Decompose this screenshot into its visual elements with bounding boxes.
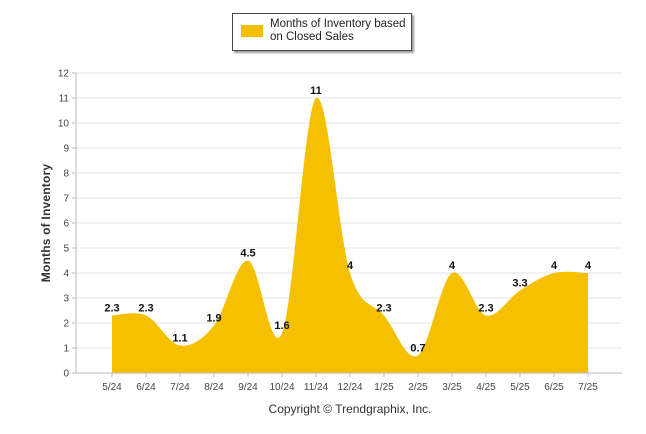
y-tick-label: 9 bbox=[63, 144, 69, 155]
y-tick-label: 8 bbox=[63, 169, 69, 180]
data-label: 2.3 bbox=[478, 303, 493, 315]
x-tick-label: 8/24 bbox=[204, 382, 224, 393]
y-tick-label: 10 bbox=[58, 119, 70, 130]
legend: Months of Inventory based on Closed Sale… bbox=[232, 13, 412, 51]
x-tick-label: 12/24 bbox=[337, 382, 362, 393]
data-area bbox=[112, 97, 588, 373]
y-tick-label: 12 bbox=[58, 69, 70, 80]
y-tick-label: 2 bbox=[63, 319, 69, 330]
x-tick-label: 10/24 bbox=[269, 382, 294, 393]
series-area bbox=[112, 97, 588, 373]
data-label: 4 bbox=[585, 260, 592, 272]
x-tick-label: 1/25 bbox=[374, 382, 394, 393]
data-label: 1.6 bbox=[274, 320, 289, 332]
x-tick-label: 5/24 bbox=[102, 382, 122, 393]
y-tick-label: 7 bbox=[63, 194, 69, 205]
data-label: 4 bbox=[551, 260, 558, 272]
y-tick-label: 6 bbox=[63, 219, 69, 230]
data-label: 3.3 bbox=[512, 278, 527, 290]
legend-swatch bbox=[241, 25, 263, 37]
legend-label: Months of Inventory based on Closed Sale… bbox=[270, 18, 406, 43]
grid-lines bbox=[76, 72, 622, 349]
y-tick-label: 1 bbox=[63, 344, 69, 355]
data-label: 4 bbox=[347, 260, 354, 272]
data-label: 11 bbox=[310, 85, 322, 97]
data-labels: 2.3 2.3 1.1 1.9 4.5 1.6 11 4 2.3 0.7 4 2.3 3.3 4 4 bbox=[104, 85, 592, 355]
x-tick-label: 7/24 bbox=[170, 382, 190, 393]
data-label: 2.3 bbox=[138, 303, 153, 315]
x-tick-label: 2/25 bbox=[408, 382, 428, 393]
x-tick-label: 5/25 bbox=[510, 382, 530, 393]
y-tick-label: 11 bbox=[59, 94, 70, 105]
copyright-footer: Copyright © Trendgraphix, Inc. bbox=[268, 402, 432, 416]
axes bbox=[72, 72, 622, 377]
data-label: 2.3 bbox=[376, 303, 391, 315]
data-label: 0.7 bbox=[410, 343, 425, 355]
x-tick-label: 3/25 bbox=[442, 382, 462, 393]
x-tick-label: 9/24 bbox=[238, 382, 258, 393]
y-tick-label: 0 bbox=[63, 369, 69, 380]
x-tick-label: 6/25 bbox=[544, 382, 564, 393]
x-tick-label: 6/24 bbox=[136, 382, 156, 393]
y-tick-label: 4 bbox=[63, 269, 69, 280]
data-label: 1.9 bbox=[206, 313, 221, 325]
x-tick-label: 7/25 bbox=[578, 382, 598, 393]
y-tick-label: 5 bbox=[63, 244, 69, 255]
data-label: 4 bbox=[449, 260, 456, 272]
x-tick-label: 11/24 bbox=[304, 382, 329, 393]
data-label: 2.3 bbox=[104, 303, 119, 315]
y-tick-label: 3 bbox=[63, 294, 69, 305]
data-label: 4.5 bbox=[240, 248, 255, 260]
y-axis-label: Months of Inventory bbox=[39, 163, 53, 283]
data-label: 1.1 bbox=[172, 333, 187, 345]
x-tick-label: 4/25 bbox=[476, 382, 496, 393]
